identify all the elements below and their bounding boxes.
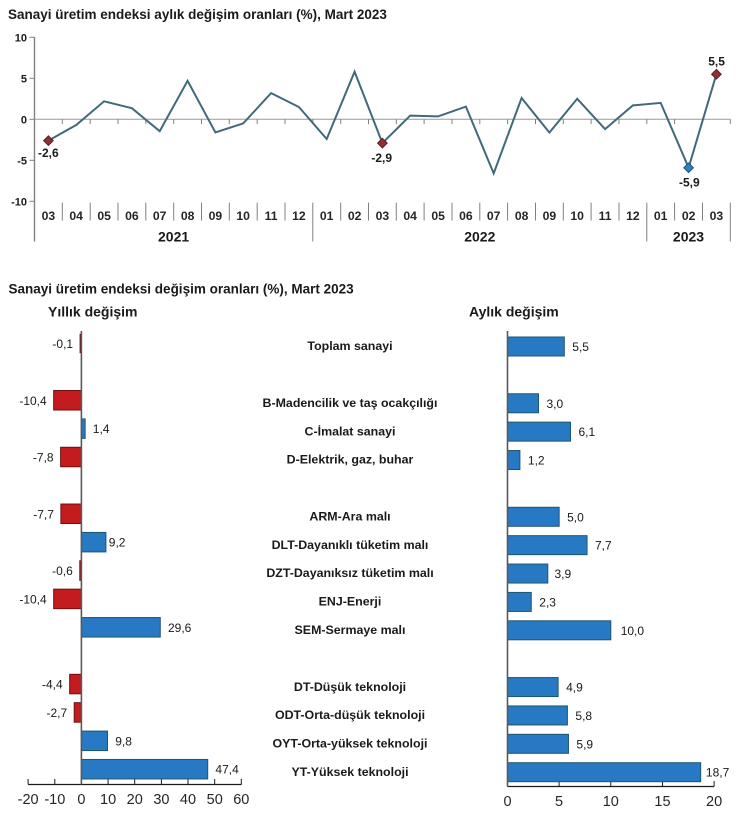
- svg-text:Toplam sanayi: Toplam sanayi: [307, 339, 392, 353]
- svg-text:3,9: 3,9: [555, 567, 572, 581]
- svg-text:5: 5: [555, 794, 563, 810]
- svg-text:DLT-Dayanıklı tüketim malı: DLT-Dayanıklı tüketim malı: [272, 538, 429, 552]
- svg-text:0: 0: [77, 792, 85, 808]
- svg-text:-2,9: -2,9: [371, 151, 392, 165]
- svg-text:-2,6: -2,6: [38, 146, 59, 160]
- svg-text:10,0: 10,0: [621, 624, 645, 638]
- svg-text:04: 04: [69, 209, 83, 223]
- svg-text:1,2: 1,2: [528, 454, 545, 468]
- svg-text:09: 09: [543, 209, 557, 223]
- svg-text:11: 11: [599, 209, 612, 223]
- svg-text:OYT-Orta-yüksek teknoloji: OYT-Orta-yüksek teknoloji: [273, 737, 428, 751]
- svg-text:05: 05: [431, 209, 445, 223]
- svg-text:YT-Yüksek teknoloji: YT-Yüksek teknoloji: [291, 765, 408, 779]
- svg-text:-7,7: -7,7: [33, 507, 54, 521]
- svg-text:-7,8: -7,8: [33, 451, 54, 465]
- svg-text:2021: 2021: [158, 228, 189, 244]
- svg-text:06: 06: [459, 209, 473, 223]
- svg-text:-2,7: -2,7: [47, 706, 68, 720]
- svg-text:08: 08: [515, 209, 529, 223]
- svg-text:20: 20: [127, 792, 143, 808]
- svg-text:-0,1: -0,1: [52, 337, 73, 351]
- svg-text:05: 05: [97, 209, 111, 223]
- svg-text:10: 10: [100, 792, 116, 808]
- svg-text:5,9: 5,9: [576, 737, 593, 751]
- svg-text:47,4: 47,4: [215, 763, 239, 777]
- svg-text:-0,6: -0,6: [52, 564, 73, 578]
- svg-text:11: 11: [265, 209, 278, 223]
- svg-text:60: 60: [233, 792, 249, 808]
- svg-text:03: 03: [710, 209, 724, 223]
- svg-text:03: 03: [376, 209, 390, 223]
- svg-text:9,2: 9,2: [109, 536, 126, 550]
- svg-text:-10,4: -10,4: [19, 592, 47, 606]
- svg-text:18,7: 18,7: [706, 766, 730, 780]
- svg-text:-4,4: -4,4: [42, 678, 63, 692]
- svg-text:5,5: 5,5: [708, 54, 725, 68]
- svg-text:06: 06: [125, 209, 139, 223]
- svg-text:08: 08: [181, 209, 195, 223]
- svg-text:04: 04: [403, 209, 417, 223]
- svg-text:ARM-Ara malı: ARM-Ara malı: [309, 510, 390, 524]
- svg-text:50: 50: [207, 792, 223, 808]
- svg-text:5: 5: [21, 73, 27, 85]
- svg-text:1,4: 1,4: [93, 422, 110, 436]
- svg-text:07: 07: [487, 209, 501, 223]
- svg-text:Aylık değişim: Aylık değişim: [469, 303, 559, 319]
- svg-text:C-İmalat sanayi: C-İmalat sanayi: [305, 423, 396, 438]
- svg-text:30: 30: [153, 792, 169, 808]
- svg-text:7,7: 7,7: [595, 539, 612, 553]
- svg-text:-20: -20: [18, 792, 39, 808]
- svg-text:DT-Düşük teknoloji: DT-Düşük teknoloji: [294, 680, 406, 694]
- svg-text:Sanayi üretim endeksi aylık de: Sanayi üretim endeksi aylık değişim oran…: [8, 7, 387, 22]
- svg-text:4,9: 4,9: [566, 681, 583, 695]
- svg-text:07: 07: [153, 209, 167, 223]
- svg-text:2022: 2022: [464, 228, 495, 244]
- svg-text:ODT-Orta-düşük teknoloji: ODT-Orta-düşük teknoloji: [275, 708, 425, 722]
- svg-text:DZT-Dayanıksız tüketim malı: DZT-Dayanıksız tüketim malı: [266, 566, 433, 580]
- svg-text:SEM-Sermaye malı: SEM-Sermaye malı: [295, 623, 406, 637]
- svg-text:6,1: 6,1: [579, 425, 596, 439]
- svg-text:09: 09: [209, 209, 223, 223]
- svg-text:2,3: 2,3: [539, 595, 556, 609]
- svg-text:9,8: 9,8: [115, 734, 132, 748]
- svg-text:D-Elektrik, gaz, buhar: D-Elektrik, gaz, buhar: [287, 453, 414, 467]
- svg-text:02: 02: [348, 209, 362, 223]
- svg-text:12: 12: [626, 209, 640, 223]
- svg-text:15: 15: [654, 794, 670, 810]
- svg-text:12: 12: [292, 209, 306, 223]
- svg-text:2023: 2023: [673, 228, 704, 244]
- svg-text:3,0: 3,0: [547, 397, 564, 411]
- svg-text:-10,4: -10,4: [19, 394, 47, 408]
- svg-text:10: 10: [236, 209, 250, 223]
- svg-text:02: 02: [682, 209, 696, 223]
- svg-text:Yıllık değişim: Yıllık değişim: [48, 303, 137, 319]
- svg-text:10: 10: [603, 794, 619, 810]
- svg-text:-10: -10: [11, 196, 27, 208]
- svg-text:-5,9: -5,9: [679, 176, 700, 190]
- svg-text:10: 10: [570, 209, 584, 223]
- svg-text:5,8: 5,8: [575, 709, 592, 723]
- svg-text:-10: -10: [44, 792, 65, 808]
- svg-text:01: 01: [320, 209, 334, 223]
- svg-text:01: 01: [654, 209, 668, 223]
- svg-text:10: 10: [15, 32, 27, 44]
- svg-text:5,0: 5,0: [567, 510, 584, 524]
- svg-text:20: 20: [706, 794, 722, 810]
- svg-text:Sanayi üretim endeksi değişim: Sanayi üretim endeksi değişim oranları (…: [9, 281, 355, 296]
- svg-text:0: 0: [21, 114, 27, 126]
- svg-text:0: 0: [503, 794, 511, 810]
- svg-text:40: 40: [180, 792, 196, 808]
- svg-text:03: 03: [42, 209, 56, 223]
- svg-text:29,6: 29,6: [168, 621, 192, 635]
- svg-text:-5: -5: [17, 155, 27, 167]
- svg-text:ENJ-Enerji: ENJ-Enerji: [319, 595, 382, 609]
- svg-text:B-Madencilik ve taş ocakçılığı: B-Madencilik ve taş ocakçılığı: [263, 396, 438, 410]
- svg-text:5,5: 5,5: [572, 340, 589, 354]
